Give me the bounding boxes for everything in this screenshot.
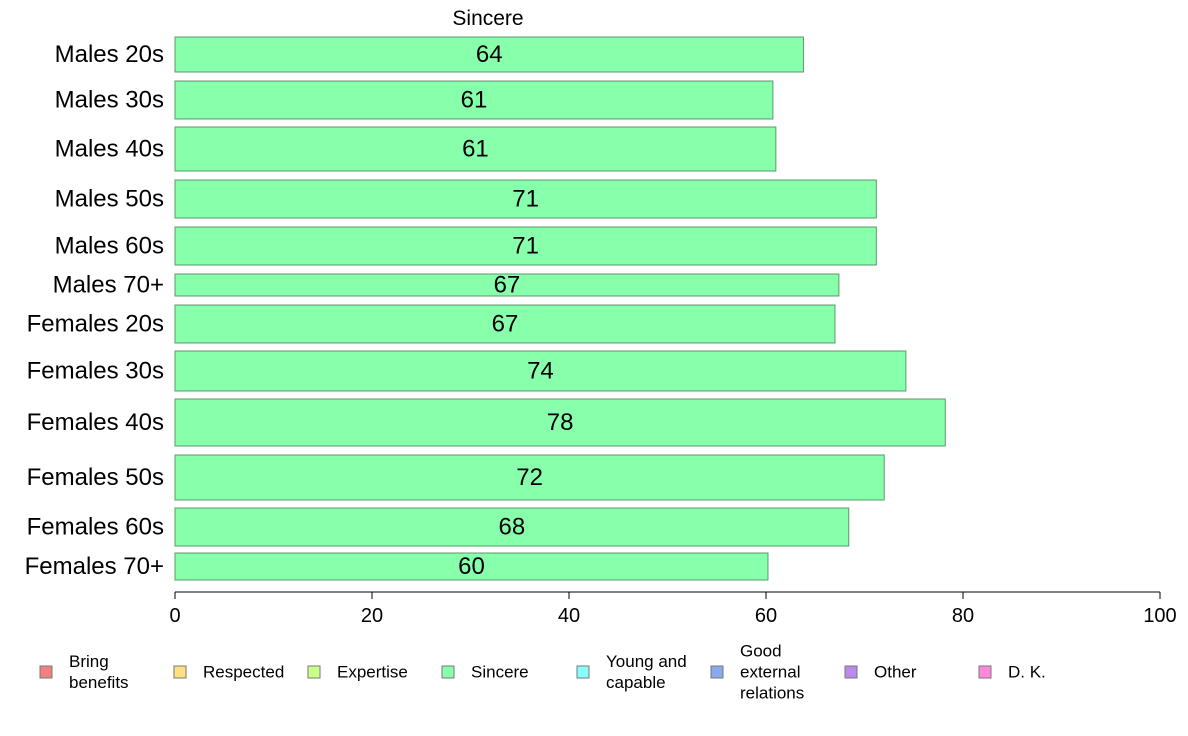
category-label: Males 60s bbox=[55, 233, 164, 260]
bar bbox=[174, 126, 777, 172]
bar bbox=[174, 179, 877, 219]
bar-group: Females 20s 67 bbox=[27, 304, 836, 344]
legend-item: Expertise bbox=[307, 663, 408, 682]
legend-swatch bbox=[844, 665, 858, 679]
x-tick-label: 80 bbox=[952, 605, 974, 627]
bar-group: Females 40s 78 bbox=[27, 398, 946, 447]
category-label: Females 30s bbox=[27, 358, 164, 385]
legend-label: Expertise bbox=[337, 663, 408, 682]
data-label: 78 bbox=[547, 409, 574, 436]
legend-item: Good external relations bbox=[710, 642, 804, 703]
bar-group: Females 30s 74 bbox=[27, 350, 907, 392]
legend-swatch bbox=[307, 665, 321, 679]
legend-label: Respected bbox=[203, 663, 284, 682]
legend-label: Other bbox=[874, 663, 917, 682]
bar bbox=[174, 80, 774, 120]
legend-label: external bbox=[740, 663, 800, 682]
legend-label: Young and bbox=[606, 652, 687, 671]
bar bbox=[174, 454, 885, 501]
category-label: Males 40s bbox=[55, 136, 164, 163]
data-label: 67 bbox=[492, 311, 519, 338]
bar bbox=[174, 226, 877, 266]
data-label: 72 bbox=[516, 464, 543, 491]
legend-label: capable bbox=[606, 673, 666, 692]
legend-label: benefits bbox=[69, 673, 129, 692]
x-tick-label: 100 bbox=[1143, 605, 1176, 627]
bar-group: Females 70+ 60 bbox=[25, 552, 769, 581]
category-label: Females 60s bbox=[27, 514, 164, 541]
x-tick-label: 60 bbox=[755, 605, 777, 627]
legend-swatch bbox=[173, 665, 187, 679]
legend-item: Other bbox=[844, 663, 917, 682]
bar bbox=[174, 350, 907, 392]
data-label: 74 bbox=[527, 358, 554, 385]
data-label: 71 bbox=[512, 186, 539, 213]
data-label: 60 bbox=[458, 553, 485, 580]
bar-group: Males 50s 71 bbox=[55, 179, 877, 219]
legend-label: relations bbox=[740, 684, 804, 703]
category-label: Females 20s bbox=[27, 311, 164, 338]
legend-label: Bring bbox=[69, 652, 109, 671]
bar-group: Males 60s 71 bbox=[55, 226, 877, 266]
bar bbox=[174, 398, 946, 447]
category-label: Males 30s bbox=[55, 87, 164, 114]
bar bbox=[174, 273, 840, 297]
category-label: Males 50s bbox=[55, 186, 164, 213]
legend-label: Sincere bbox=[471, 663, 529, 682]
legend-swatch bbox=[978, 665, 992, 679]
data-label: 64 bbox=[476, 41, 503, 68]
category-label: Males 70+ bbox=[53, 272, 164, 299]
legend-label: Good bbox=[740, 642, 782, 661]
legend-item: Sincere bbox=[441, 663, 529, 682]
bar-group: Females 60s 68 bbox=[27, 507, 850, 547]
category-label: Males 20s bbox=[55, 41, 164, 68]
legend: Bring benefits Respected Expertise Sincere Yo… bbox=[39, 642, 1046, 703]
legend-swatch bbox=[576, 665, 590, 679]
x-tick-label: 0 bbox=[169, 605, 180, 627]
bar-group: Males 70+ 67 bbox=[53, 272, 840, 299]
bar bbox=[174, 36, 804, 73]
bars-layer: Males 20s 64 Males 30s 61 Males 40s 61 Males 5… bbox=[25, 36, 946, 581]
data-label: 61 bbox=[461, 87, 488, 114]
data-label: 71 bbox=[512, 233, 539, 260]
bar bbox=[174, 304, 836, 344]
legend-label: D. K. bbox=[1008, 663, 1046, 682]
bar-group: Males 30s 61 bbox=[55, 80, 774, 120]
bar-group: Females 50s 72 bbox=[27, 454, 885, 501]
legend-swatch bbox=[39, 665, 53, 679]
data-label: 61 bbox=[462, 136, 489, 163]
legend-swatch bbox=[441, 665, 455, 679]
category-label: Females 40s bbox=[27, 409, 164, 436]
legend-item: D. K. bbox=[978, 663, 1046, 682]
x-axis: 0 20 40 60 80 100 bbox=[169, 591, 1177, 627]
x-tick-label: 40 bbox=[558, 605, 580, 627]
legend-item: Young and capable bbox=[576, 652, 687, 692]
category-label: Females 50s bbox=[27, 464, 164, 491]
x-tick-label: 20 bbox=[361, 605, 383, 627]
bar-group: Males 20s 64 bbox=[55, 36, 804, 73]
bar-group: Males 40s 61 bbox=[55, 126, 777, 172]
legend-swatch bbox=[710, 665, 724, 679]
bar bbox=[174, 507, 850, 547]
bar bbox=[174, 552, 769, 581]
legend-item: Bring benefits bbox=[39, 652, 129, 692]
data-label: 68 bbox=[499, 514, 526, 541]
data-label: 67 bbox=[494, 272, 521, 299]
legend-item: Respected bbox=[173, 663, 284, 682]
chart-title: Sincere bbox=[452, 7, 523, 30]
category-label: Females 70+ bbox=[25, 553, 164, 580]
